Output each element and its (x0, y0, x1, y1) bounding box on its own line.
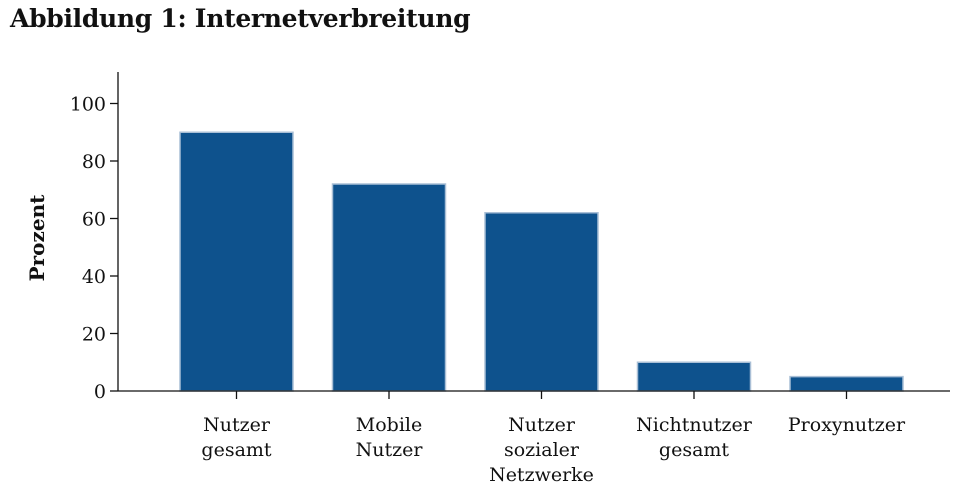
y-axis-title: Prozent (25, 194, 49, 282)
axes-group (110, 72, 950, 399)
x-tick-label-2: Mobile Nutzer (356, 414, 424, 461)
y-tick-label-40: 40 (82, 266, 106, 288)
bar-5 (789, 375, 904, 392)
y-tick-label-100: 100 (70, 94, 106, 116)
labels-group: 0 20 40 60 80 100 Nutzer gesamt Mobile Nutzer Nutz… (70, 94, 906, 487)
bar-2 (331, 183, 447, 392)
y-tick-label-80: 80 (82, 151, 106, 173)
bar-4 (636, 361, 752, 392)
x-tick-label-5: Proxynutzer (788, 414, 906, 436)
x-tick-label-1: Nutzer gesamt (201, 414, 272, 461)
y-tick-label-0: 0 (94, 381, 106, 403)
y-tick-label-20: 20 (82, 324, 106, 346)
y-tick-label-60: 60 (82, 209, 106, 231)
bar-1 (179, 131, 294, 392)
chart-title: Abbildung 1: Internetverbreitung (10, 4, 471, 33)
bars-group (179, 131, 904, 392)
bar-3 (484, 212, 599, 392)
x-tick-label-3: Nutzer sozialer Netzwerke (489, 414, 594, 486)
x-tick-label-4: Nichtnutzer gesamt (636, 414, 753, 461)
